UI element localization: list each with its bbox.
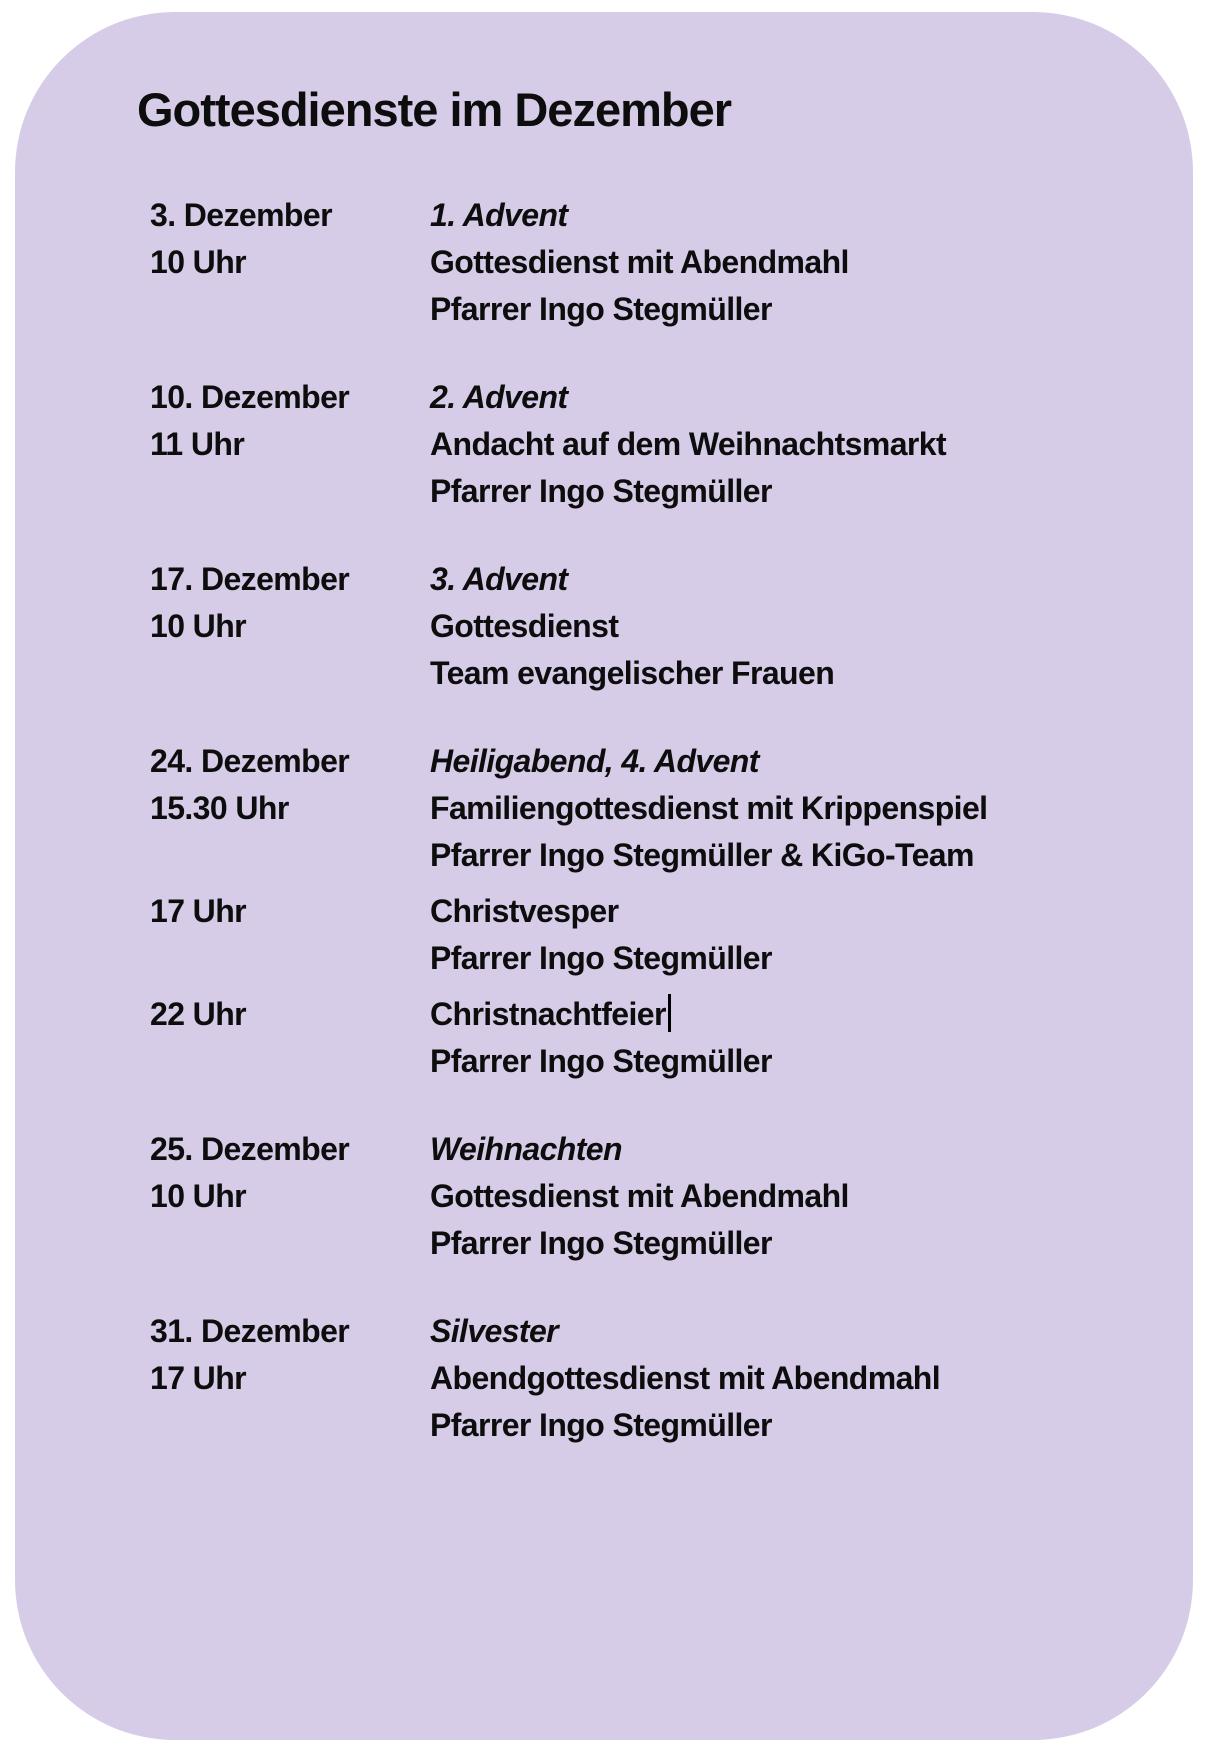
- card-content: Gottesdienste im Dezember 3. Dezember 1. …: [15, 12, 1193, 1449]
- service-line: Abendgottesdienst mit Abendmahl: [430, 1359, 941, 1396]
- service-time: 22 Uhr: [150, 995, 247, 1032]
- service-row: 10 Uhr Gottesdienst mit Abendmahl Pfarrer …: [150, 239, 1153, 333]
- service-row: 10 Uhr Gottesdienst mit Abendmahl Pfarrer …: [150, 1173, 1153, 1267]
- entry-date: 31. Dezember: [150, 1312, 350, 1349]
- service-row: 22 Uhr Christnachtfeier Pfarrer Ingo Stegm…: [150, 991, 1153, 1085]
- service-row: 10 Uhr Gottesdienst Team evangelischer Fra…: [150, 603, 1153, 697]
- service-time: 10 Uhr: [150, 243, 247, 280]
- schedule-entry: 3. Dezember 1. Advent 10 Uhr Gottesdienst m…: [150, 192, 1153, 333]
- service-time: 17 Uhr: [150, 892, 247, 929]
- service-row: 17 Uhr Abendgottesdienst mit Abendmahl Pfa…: [150, 1355, 1153, 1449]
- service-line: Team evangelischer Frauen: [430, 654, 835, 691]
- entry-event-title: Silvester: [430, 1312, 559, 1349]
- service-lines: Christnachtfeier Pfarrer Ingo Stegmüller: [430, 991, 1153, 1085]
- service-line: Familiengottesdienst mit Krippenspiel: [430, 789, 988, 826]
- entry-event-title: 2. Advent: [430, 378, 568, 415]
- entry-header-row: 25. Dezember Weihnachten: [150, 1126, 1153, 1173]
- service-line: Pfarrer Ingo Stegmüller: [430, 1042, 772, 1079]
- service-line: Pfarrer Ingo Stegmüller & KiGo-Team: [430, 836, 974, 873]
- service-row: 15.30 Uhr Familiengottesdienst mit Krippe…: [150, 785, 1153, 879]
- entry-event-title: 1. Advent: [430, 196, 568, 233]
- entry-header-row: 24. Dezember Heiligabend, 4. Advent: [150, 738, 1153, 785]
- entry-header-row: 31. Dezember Silvester: [150, 1308, 1153, 1355]
- service-lines: Christvesper Pfarrer Ingo Stegmüller: [430, 888, 1153, 982]
- schedule-entry: 25. Dezember Weihnachten 10 Uhr Gottesdiens…: [150, 1126, 1153, 1267]
- service-line: Christnachtfeier: [430, 991, 1153, 1038]
- service-line: Pfarrer Ingo Stegmüller: [430, 290, 772, 327]
- schedule: 3. Dezember 1. Advent 10 Uhr Gottesdienst m…: [150, 192, 1153, 1449]
- entry-header-row: 10. Dezember 2. Advent: [150, 374, 1153, 421]
- schedule-entry: 31. Dezember Silvester 17 Uhr Abendgottesdi…: [150, 1308, 1153, 1449]
- service-lines: Abendgottesdienst mit Abendmahl Pfarrer I…: [430, 1355, 1153, 1449]
- service-time: 10 Uhr: [150, 607, 247, 644]
- entry-date: 25. Dezember: [150, 1130, 350, 1167]
- service-time: 17 Uhr: [150, 1359, 247, 1396]
- entry-header-row: 3. Dezember 1. Advent: [150, 192, 1153, 239]
- entry-header-row: 17. Dezember 3. Advent: [150, 556, 1153, 603]
- service-line: Pfarrer Ingo Stegmüller: [430, 1406, 772, 1443]
- service-time: 15.30 Uhr: [150, 789, 289, 826]
- service-line: Andacht auf dem Weihnachtsmarkt: [430, 425, 947, 462]
- service-time: 10 Uhr: [150, 1177, 247, 1214]
- schedule-entry: 17. Dezember 3. Advent 10 Uhr Gottesdienst T…: [150, 556, 1153, 697]
- service-lines: Gottesdienst Team evangelischer Frauen: [430, 603, 1153, 697]
- service-lines: Familiengottesdienst mit Krippenspiel Pfa…: [430, 785, 1153, 879]
- schedule-card[interactable]: Gottesdienste im Dezember 3. Dezember 1. …: [15, 12, 1193, 1740]
- service-row: 11 Uhr Andacht auf dem Weihnachtsmarkt Pfa…: [150, 421, 1153, 515]
- service-row: 17 Uhr Christvesper Pfarrer Ingo Stegmülle…: [150, 888, 1153, 982]
- service-time: 11 Uhr: [150, 425, 245, 462]
- entry-date: 17. Dezember: [150, 560, 350, 597]
- service-line: Pfarrer Ingo Stegmüller: [430, 1224, 772, 1261]
- entry-event-title: Heiligabend, 4. Advent: [430, 742, 759, 779]
- entry-event-title: Weihnachten: [430, 1130, 623, 1167]
- service-line: Pfarrer Ingo Stegmüller: [430, 939, 772, 976]
- entry-date: 3. Dezember: [150, 196, 333, 233]
- service-line: Gottesdienst mit Abendmahl: [430, 1177, 849, 1214]
- text-caret: [667, 993, 671, 1032]
- schedule-entry: 24. Dezember Heiligabend, 4. Advent 15.30 …: [150, 738, 1153, 1085]
- service-line: Gottesdienst mit Abendmahl: [430, 243, 849, 280]
- service-lines: Andacht auf dem Weihnachtsmarkt Pfarrer I…: [430, 421, 1153, 515]
- service-lines: Gottesdienst mit Abendmahl Pfarrer Ingo S…: [430, 239, 1153, 333]
- service-line: Pfarrer Ingo Stegmüller: [430, 472, 772, 509]
- service-line: Gottesdienst: [430, 607, 619, 644]
- service-line: Christvesper: [430, 892, 619, 929]
- page-title: Gottesdienste im Dezember: [137, 83, 732, 136]
- entry-date: 24. Dezember: [150, 742, 350, 779]
- service-lines: Gottesdienst mit Abendmahl Pfarrer Ingo S…: [430, 1173, 1153, 1267]
- entry-event-title: 3. Advent: [430, 560, 568, 597]
- entry-date: 10. Dezember: [150, 378, 350, 415]
- schedule-entry: 10. Dezember 2. Advent 11 Uhr Andacht auf d…: [150, 374, 1153, 515]
